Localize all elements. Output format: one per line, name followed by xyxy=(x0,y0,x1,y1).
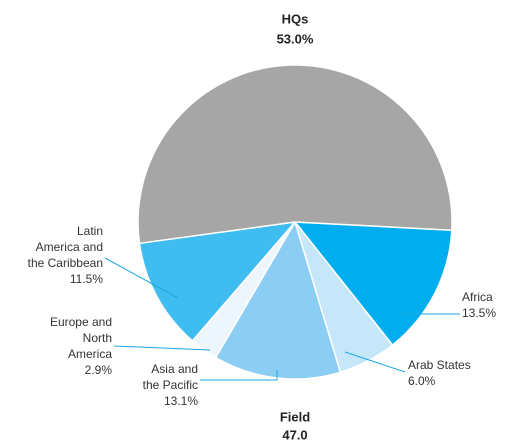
slice-label: HQs xyxy=(282,11,309,26)
slice-value-label: 2.9% xyxy=(85,363,113,377)
slice-value-label: 53.0% xyxy=(277,31,314,46)
slice-value-label: 13.1% xyxy=(164,394,198,408)
field-value: 47.0 xyxy=(282,427,307,442)
slice-label: Latin America and the Caribbean xyxy=(28,224,103,270)
slice-value-label: 13.5% xyxy=(462,306,496,320)
leader-line xyxy=(104,257,179,299)
leader-line xyxy=(200,370,278,381)
slice-value-label: 11.5% xyxy=(70,272,103,286)
slice-label: Arab States xyxy=(408,358,471,372)
pie-slice xyxy=(214,220,342,380)
pie-slice xyxy=(138,220,297,342)
field-label: Field xyxy=(280,409,310,424)
leader-line xyxy=(344,351,406,373)
leader-line xyxy=(113,345,211,351)
slice-label: Africa xyxy=(462,290,493,304)
slice-label: Europe and North America xyxy=(50,315,112,361)
pie-slice xyxy=(137,64,453,245)
slice-label: Asia and the Pacific xyxy=(143,362,198,392)
slice-value-label: 6.0% xyxy=(408,374,436,388)
